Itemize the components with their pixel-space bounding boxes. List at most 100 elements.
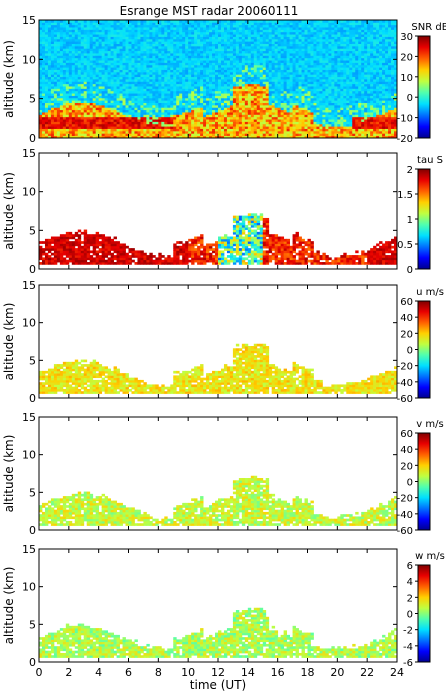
heat-cell: [116, 114, 120, 118]
heat-cell: [104, 50, 109, 54]
heat-cell: [277, 57, 282, 61]
heat-cell: [238, 24, 243, 28]
heat-cell: [223, 76, 228, 80]
heat-cell: [206, 83, 210, 87]
heat-cell: [104, 95, 109, 99]
heat-cell: [179, 130, 183, 134]
heat-cell: [277, 104, 282, 108]
heat-cell: [62, 36, 67, 40]
heat-cell: [131, 86, 135, 89]
heat-cell: [137, 123, 141, 127]
heat-cell: [131, 31, 135, 35]
heat-cell: [167, 121, 171, 125]
heat-cell: [316, 71, 320, 75]
heat-cell: [244, 133, 249, 137]
heat-cell: [68, 27, 73, 30]
heat-cell: [256, 20, 261, 23]
heat-cell: [220, 88, 225, 92]
heat-cell: [313, 71, 317, 75]
heat-cell: [65, 81, 70, 85]
heat-cell: [307, 67, 311, 70]
heat-cell: [170, 29, 174, 33]
heat-cell: [334, 107, 338, 111]
heat-cell: [268, 119, 273, 122]
heat-cell: [235, 97, 240, 101]
heat-cell: [301, 62, 305, 66]
heat-cell: [101, 27, 106, 30]
heat-cell: [74, 95, 79, 99]
heat-cell: [262, 133, 267, 137]
heat-cell: [220, 62, 225, 66]
heat-cell: [298, 83, 302, 87]
heat-cell: [268, 95, 273, 99]
heat-cell: [98, 45, 103, 49]
heat-cell: [304, 62, 308, 66]
heat-cell: [39, 135, 43, 139]
heat-cell: [244, 128, 249, 132]
heat-cell: [209, 104, 213, 108]
heat-cell: [56, 29, 61, 33]
heat-cell: [146, 109, 150, 113]
heat-cell: [316, 64, 320, 68]
heat-cell: [283, 107, 288, 111]
heat-cell: [101, 34, 106, 37]
heat-cell: [203, 81, 207, 85]
heat-cell: [253, 112, 258, 115]
heat-cell: [59, 97, 64, 101]
heat-cell: [218, 62, 222, 66]
heat-cell: [170, 24, 174, 28]
heat-cell: [68, 48, 73, 52]
heat-cell: [173, 67, 177, 70]
heat-cell: [307, 24, 311, 28]
heat-cell: [247, 83, 252, 87]
heat-cell: [229, 79, 234, 82]
heat-cell: [277, 69, 282, 73]
heat-cell: [274, 74, 279, 78]
heat-cell: [316, 107, 320, 111]
heat-cell: [226, 27, 231, 30]
heat-cell: [140, 48, 144, 52]
heat-cell: [113, 62, 117, 66]
heat-cell: [122, 93, 126, 96]
heat-cell: [301, 48, 305, 52]
heat-cell: [47, 81, 52, 85]
heat-cell: [71, 128, 76, 132]
heat-cell: [319, 24, 323, 28]
heat-cell: [319, 31, 323, 35]
heat-cell: [247, 88, 252, 92]
heat-cell: [167, 27, 171, 30]
heat-cell: [232, 27, 237, 30]
heat-cell: [143, 50, 147, 54]
heat-cell: [110, 31, 114, 35]
heat-cell: [218, 86, 222, 89]
heat-cell: [271, 74, 276, 78]
heat-cell: [185, 48, 189, 52]
heat-cell: [98, 93, 103, 96]
heat-cell: [247, 27, 252, 30]
heat-cell: [89, 38, 94, 42]
heat-cell: [247, 69, 252, 73]
heat-cell: [200, 57, 204, 61]
heat-cell: [185, 71, 189, 75]
heat-cell: [146, 55, 150, 59]
heat-cell: [253, 20, 258, 23]
heat-cell: [274, 48, 279, 52]
heat-cell: [325, 121, 329, 125]
heat-cell: [310, 29, 314, 33]
heat-cell: [194, 64, 198, 68]
heat-cell: [74, 81, 79, 85]
heat-cell: [200, 97, 204, 101]
heat-cell: [116, 64, 120, 68]
heat-cell: [134, 45, 138, 49]
heat-cell: [220, 123, 225, 127]
heat-cell: [152, 107, 156, 111]
heat-cell: [71, 43, 76, 47]
heat-cell: [334, 104, 338, 108]
heat-cell: [68, 24, 73, 28]
heat-cell: [65, 133, 70, 137]
heat-cell: [143, 31, 147, 35]
heat-cell: [218, 69, 222, 73]
heat-cell: [44, 45, 49, 49]
heat-cell: [80, 36, 85, 40]
heat-cell: [289, 126, 293, 129]
